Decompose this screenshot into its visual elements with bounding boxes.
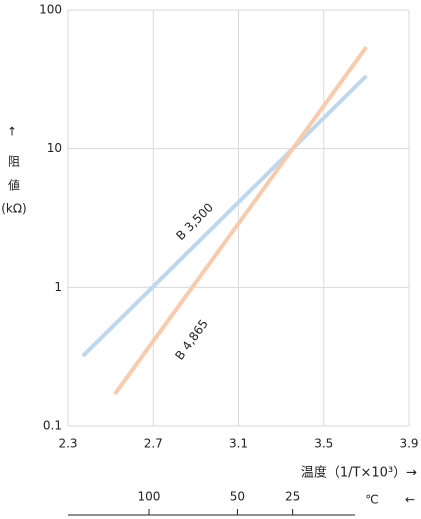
- series-line: [113, 45, 368, 396]
- secondary-tick-label: 25: [285, 490, 300, 504]
- x-tick-label: 2.3: [58, 437, 77, 451]
- secondary-axis-label: ℃: [365, 493, 378, 507]
- series-line: [81, 74, 368, 358]
- y-tick-label: 10: [47, 141, 62, 155]
- y-axis-label: 値: [8, 178, 20, 193]
- x-tick-label: 3.1: [229, 437, 248, 451]
- y-tick-label: 100: [39, 3, 62, 17]
- x-tick-label: 3.9: [399, 437, 418, 451]
- y-tick-label: 0.1: [43, 419, 62, 433]
- y-axis-label: 阻: [8, 155, 20, 169]
- x-tick-label: 2.7: [144, 437, 163, 451]
- secondary-tick-label: 50: [230, 490, 245, 504]
- series-label: B 4,865: [172, 317, 211, 363]
- series-label: B 3,500: [173, 200, 216, 243]
- y-axis-label: ↑: [7, 125, 17, 139]
- x-axis-label: 温度（1/T×10³）→: [301, 465, 417, 481]
- y-tick-label: 1: [54, 280, 62, 294]
- secondary-tick-label: 100: [138, 490, 161, 504]
- x-tick-label: 3.5: [314, 437, 333, 451]
- y-axis-label: (kΩ): [1, 202, 26, 216]
- secondary-axis-arrow: ←: [405, 493, 415, 507]
